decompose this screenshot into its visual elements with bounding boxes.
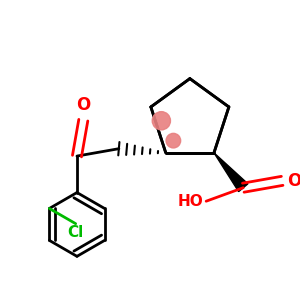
Circle shape xyxy=(166,134,181,148)
Text: O: O xyxy=(287,172,300,190)
Polygon shape xyxy=(214,153,248,192)
Text: O: O xyxy=(76,96,90,114)
Text: HO: HO xyxy=(177,194,203,209)
Text: Cl: Cl xyxy=(68,225,84,240)
Circle shape xyxy=(152,112,170,130)
